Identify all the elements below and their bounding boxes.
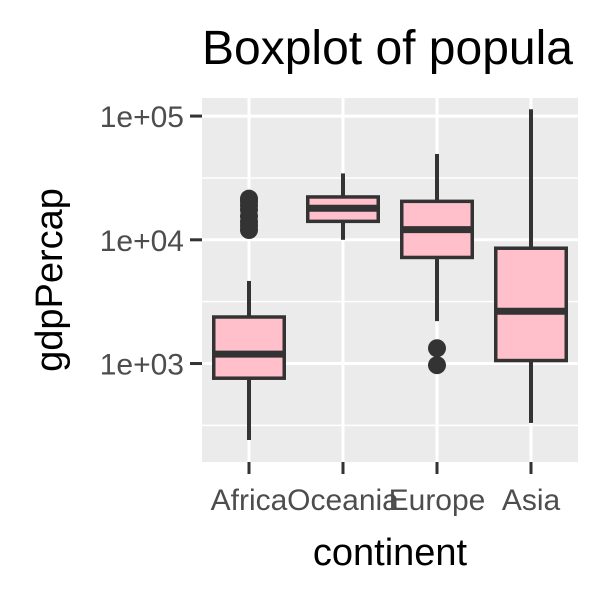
y-tick-label: 1e+04 xyxy=(100,225,184,258)
box-iqr xyxy=(212,315,286,380)
chart-title: Boxplot of popula xyxy=(202,22,573,75)
outlier-point xyxy=(428,339,446,358)
x-tick-label: Asia xyxy=(502,484,561,517)
x-tick-label: Europe xyxy=(389,484,486,517)
y-tick-label: 1e+03 xyxy=(100,349,184,382)
box-asia xyxy=(494,109,568,423)
x-tick-label: Oceania xyxy=(287,484,399,517)
box-europe xyxy=(400,153,474,375)
y-axis-title: gdpPercap xyxy=(29,188,71,372)
box-iqr xyxy=(494,246,568,363)
outlier-point xyxy=(428,356,446,375)
box-oceania xyxy=(306,173,380,240)
outlier-point xyxy=(240,189,258,208)
box-layer xyxy=(212,109,568,440)
x-axis-title: continent xyxy=(313,532,468,574)
box-africa xyxy=(212,189,286,440)
x-tick-label: Africa xyxy=(211,484,288,517)
y-tick-label: 1e+05 xyxy=(100,101,184,134)
